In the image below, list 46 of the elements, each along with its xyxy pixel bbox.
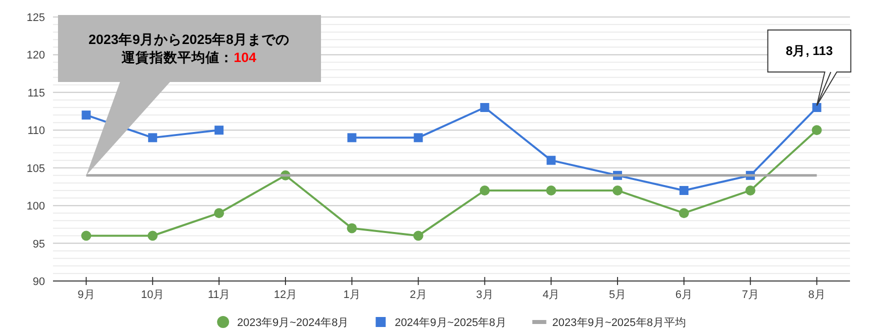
- y-tick-label: 100: [26, 200, 45, 213]
- point: [214, 208, 224, 218]
- x-tick-label: 8月: [808, 289, 826, 301]
- x-tick-label: 9月: [78, 289, 95, 301]
- point: [612, 185, 623, 196]
- point: [81, 230, 92, 241]
- legend-label: 2024年9月~2025年8月: [394, 317, 506, 329]
- point: [148, 230, 158, 241]
- legend-label: 2023年9月~2025年8月平均: [552, 317, 686, 329]
- x-tick-label: 11月: [208, 289, 230, 301]
- point: [745, 185, 756, 196]
- x-tick-label: 3月: [476, 289, 494, 301]
- y-tick-label: 95: [32, 238, 45, 250]
- y-tick-label: 90: [32, 276, 45, 288]
- point: [82, 110, 91, 120]
- point: [546, 156, 556, 165]
- point: [480, 103, 490, 112]
- annotation: 8月, 113: [786, 44, 833, 58]
- point: [346, 223, 357, 234]
- x-tick-label: 10月: [141, 289, 164, 301]
- y-tick-label: 120: [26, 50, 45, 62]
- y-tick-label: 105: [26, 162, 45, 175]
- point: [414, 133, 423, 142]
- x-tick-label: 7月: [742, 289, 759, 301]
- annotation: 運賃指数平均値：104: [120, 50, 257, 65]
- point: [413, 230, 424, 241]
- y-tick-label: 115: [27, 87, 45, 100]
- x-tick-label: 2月: [410, 289, 427, 301]
- x-tick-label: 6月: [675, 289, 693, 301]
- point: [214, 126, 224, 135]
- point: [480, 185, 490, 196]
- annotation: 2023年9月から2025年8月までの: [88, 32, 290, 47]
- point: [678, 208, 689, 218]
- x-tick-label: 12月: [274, 289, 298, 301]
- point: [546, 185, 556, 196]
- legend-label: 2023年9月~2024年8月: [237, 317, 349, 329]
- y-tick-label: 110: [27, 125, 45, 138]
- point: [148, 133, 158, 142]
- point: [679, 186, 688, 195]
- point: [812, 125, 822, 136]
- x-tick-label: 4月: [542, 289, 560, 301]
- x-tick-label: 5月: [608, 289, 626, 301]
- point: [347, 133, 356, 142]
- point: [812, 103, 822, 112]
- x-tick-label: 1月: [343, 289, 360, 301]
- y-tick-label: 125: [26, 12, 45, 24]
